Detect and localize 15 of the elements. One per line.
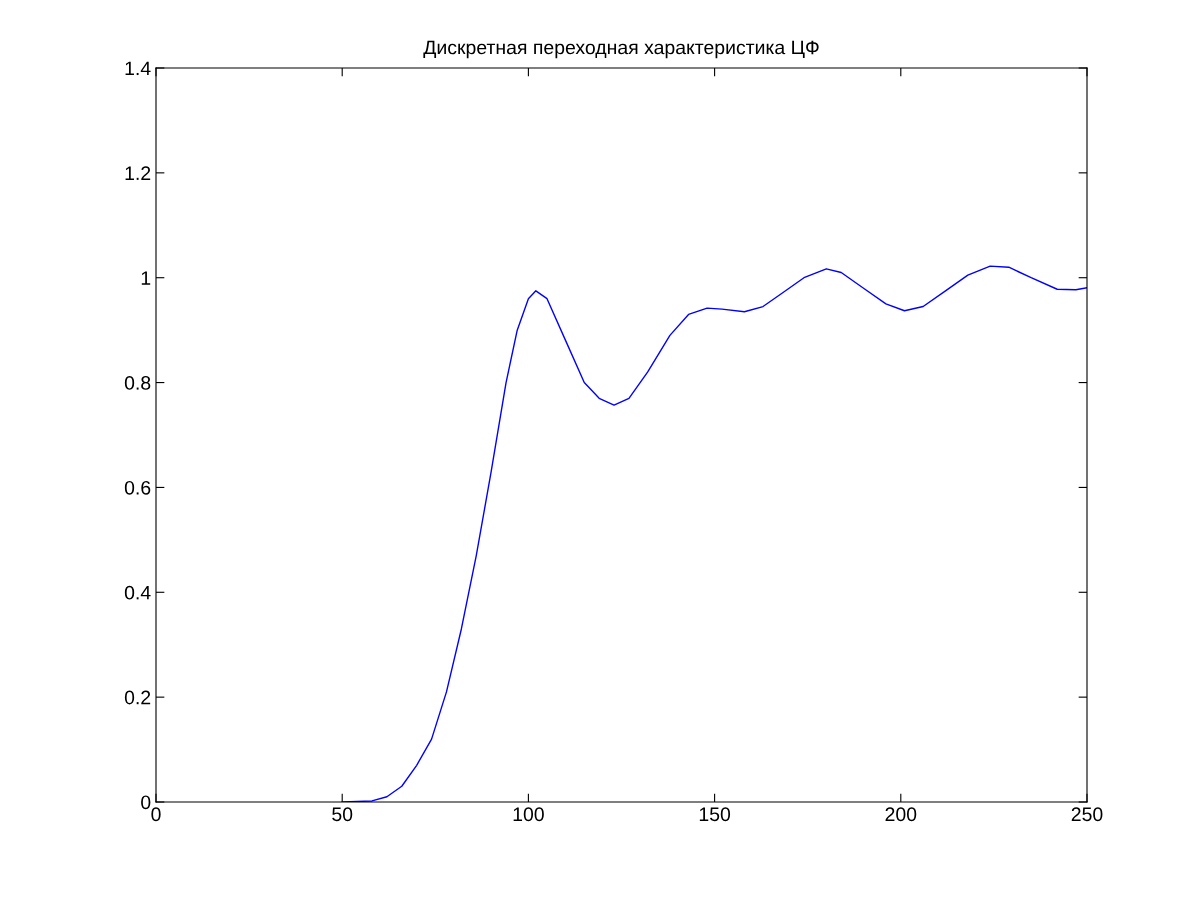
y-tick-label: 0.4 (124, 585, 151, 600)
x-tick-label: 250 (1071, 807, 1103, 822)
x-tick-label: 50 (332, 807, 353, 822)
chart-title: Дискретная переходная характеристика ЦФ (423, 40, 819, 59)
x-tick-label: 100 (513, 807, 544, 822)
x-tick-label: 200 (885, 807, 917, 822)
y-tick-label: 0.8 (124, 376, 151, 390)
y-tick-label: 1 (141, 271, 151, 285)
x-tick-label: 0 (151, 807, 161, 822)
x-tick-label: 150 (699, 807, 731, 822)
y-tick-label: 1.2 (125, 166, 151, 180)
y-tick-label: 0.2 (124, 690, 151, 705)
y-tick-label: 0 (141, 795, 151, 810)
y-tick-label: 1.4 (125, 61, 151, 76)
y-tick-label: 0.6 (124, 480, 151, 495)
